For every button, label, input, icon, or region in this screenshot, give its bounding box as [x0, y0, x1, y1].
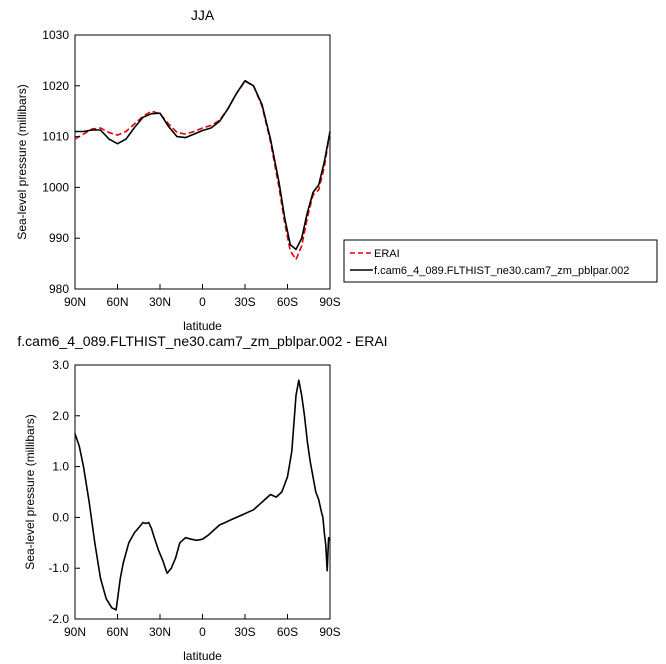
top-chart: JJA 90N 60N 30N 0 30S 60S 90S 980 990 1000 1010 10… — [15, 7, 658, 333]
legend-label-model: f.cam6_4_089.FLTHIST_ne30.cam7_zm_pblpar… — [374, 265, 629, 277]
top-series-line-1 — [75, 79, 331, 251]
legend-label-erai: ERAI — [374, 248, 400, 260]
top-y-tick-label: 1000 — [42, 180, 69, 194]
bottom-series-layer — [74, 379, 331, 611]
bottom-y-ticks: -2.0 -1.0 0.0 1.0 2.0 3.0 — [48, 358, 80, 626]
bottom-x-tick-label: 60S — [277, 625, 298, 639]
top-legend: ERAI f.cam6_4_089.FLTHIST_ne30.cam7_zm_p… — [343, 239, 658, 283]
top-y-tick-label: 1020 — [42, 79, 69, 93]
bottom-chart-title: f.cam6_4_089.FLTHIST_ne30.cam7_zm_pblpar… — [17, 333, 387, 349]
top-x-tick-label: 0 — [199, 295, 206, 309]
bottom-x-tick-label: 90S — [319, 625, 340, 639]
bottom-x-tick-label: 0 — [199, 625, 206, 639]
bottom-x-tick-label: 30N — [149, 625, 171, 639]
top-x-tick-label: 60N — [106, 295, 128, 309]
bottom-y-tick-label: -1.0 — [48, 561, 69, 575]
top-y-tick-label: 990 — [49, 231, 69, 245]
top-x-tick-label: 90N — [64, 295, 86, 309]
bottom-x-axis-label: latitude — [183, 649, 222, 663]
top-y-tick-label: 1010 — [42, 130, 69, 144]
top-plot-area: 90N 60N 30N 0 30S 60S 90S 980 990 1000 1010 1020 10… — [42, 28, 340, 309]
bottom-x-tick-label: 30S — [234, 625, 255, 639]
top-x-ticks: 90N 60N 30N 0 30S 60S 90S — [64, 284, 341, 309]
top-x-tick-label: 90S — [319, 295, 340, 309]
bottom-y-tick-label: 0.0 — [52, 510, 69, 524]
top-x-tick-label: 30S — [234, 295, 255, 309]
bottom-plot-area: 90N 60N 30N 0 30S 60S 90S -2.0 -1.0 0.0 1.0 2.0 3.0 — [48, 358, 340, 639]
bottom-y-tick-label: -2.0 — [48, 612, 69, 626]
top-x-axis-label: latitude — [183, 319, 222, 333]
top-y-tick-label: 1030 — [42, 28, 69, 42]
top-y-ticks: 980 990 1000 1010 1020 1030 — [42, 28, 80, 296]
bottom-chart: f.cam6_4_089.FLTHIST_ne30.cam7_zm_pblpar… — [17, 333, 387, 663]
bottom-y-tick-label: 1.0 — [52, 460, 69, 474]
bottom-y-tick-label: 3.0 — [52, 358, 69, 372]
bottom-y-tick-label: 2.0 — [52, 409, 69, 423]
top-chart-title: JJA — [191, 7, 215, 23]
bottom-y-axis-label: Sea-level pressure (millibars) — [23, 414, 37, 569]
top-series-line-0 — [74, 80, 331, 261]
top-x-tick-label: 30N — [149, 295, 171, 309]
top-y-axis-label: Sea-level pressure (millibars) — [15, 84, 29, 239]
bottom-x-tick-label: 90N — [64, 625, 86, 639]
bottom-x-tick-label: 60N — [106, 625, 128, 639]
top-series-layer — [74, 79, 331, 261]
top-plot-frame — [74, 34, 331, 290]
bottom-x-ticks: 90N 60N 30N 0 30S 60S 90S — [64, 614, 341, 639]
legend-box — [343, 239, 658, 283]
top-x-tick-label: 60S — [277, 295, 298, 309]
bottom-plot-frame — [74, 364, 331, 620]
bottom-series-line-0 — [74, 379, 331, 611]
top-y-tick-label: 980 — [49, 282, 69, 296]
